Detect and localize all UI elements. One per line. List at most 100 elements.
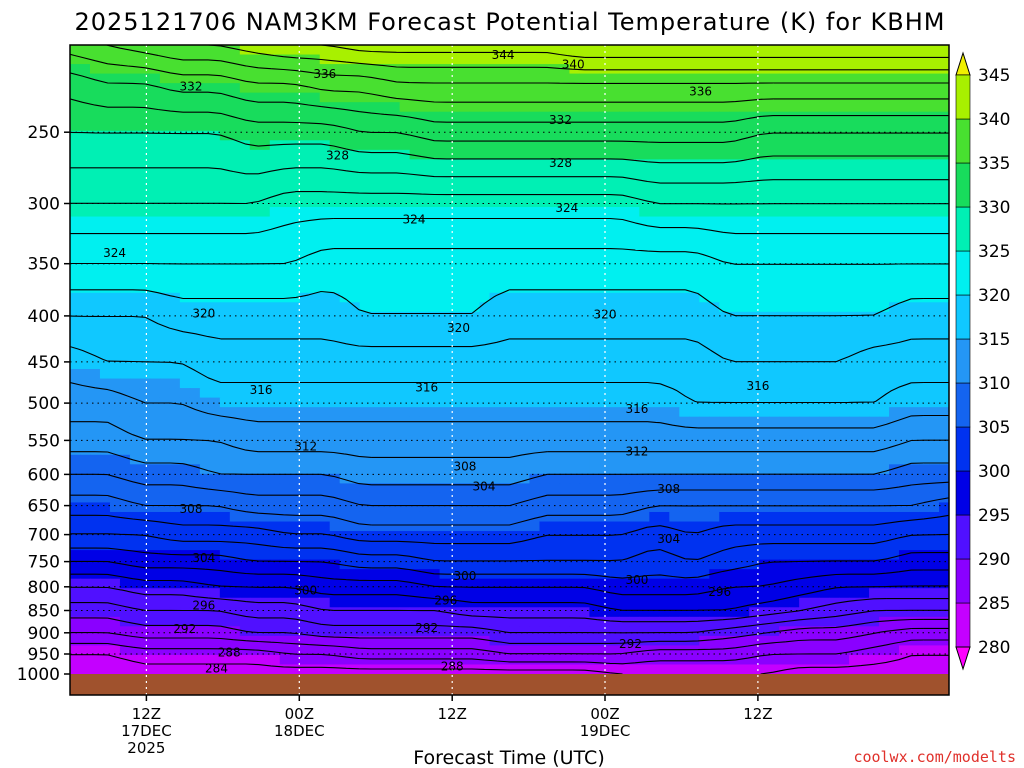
fill-cell bbox=[749, 378, 760, 389]
fill-cell bbox=[589, 502, 600, 513]
fill-cell bbox=[759, 454, 770, 465]
fill-cell bbox=[269, 388, 281, 399]
fill-cell bbox=[709, 121, 720, 132]
fill-cell bbox=[919, 445, 930, 456]
fill-cell bbox=[489, 45, 501, 56]
fill-cell bbox=[689, 245, 700, 256]
fill-cell bbox=[639, 321, 650, 332]
fill-cell bbox=[149, 502, 161, 513]
fill-cell bbox=[459, 397, 471, 408]
fill-cell bbox=[819, 130, 830, 141]
fill-cell bbox=[749, 550, 760, 561]
fill-cell bbox=[199, 178, 211, 189]
fill-cell bbox=[769, 140, 780, 151]
fill-cell bbox=[159, 578, 171, 589]
fill-cell bbox=[339, 168, 351, 180]
fill-cell bbox=[469, 531, 481, 542]
fill-cell bbox=[599, 207, 610, 218]
fill-cell bbox=[469, 130, 481, 141]
fill-cell bbox=[209, 330, 221, 342]
fill-cell bbox=[669, 321, 680, 332]
fill-cell bbox=[839, 445, 850, 456]
fill-cell bbox=[629, 559, 640, 570]
fill-cell bbox=[139, 168, 151, 180]
fill-cell bbox=[799, 216, 810, 227]
fill-cell bbox=[679, 435, 690, 446]
fill-cell bbox=[449, 130, 461, 141]
fill-cell bbox=[70, 121, 81, 132]
fill-cell bbox=[589, 559, 600, 570]
fill-cell bbox=[389, 569, 401, 580]
fill-cell bbox=[709, 359, 720, 370]
fill-cell bbox=[839, 159, 850, 170]
fill-cell bbox=[239, 102, 251, 113]
fill-cell bbox=[869, 130, 880, 141]
fill-cell bbox=[779, 130, 790, 141]
fill-cell bbox=[149, 254, 161, 265]
fill-cell bbox=[109, 207, 121, 218]
fill-cell bbox=[70, 140, 81, 151]
fill-cell bbox=[159, 559, 171, 570]
fill-cell bbox=[809, 521, 820, 532]
fill-cell bbox=[869, 226, 880, 237]
fill-cell bbox=[719, 302, 730, 313]
fill-cell bbox=[439, 273, 451, 284]
fill-cell bbox=[89, 388, 101, 399]
fill-cell bbox=[779, 473, 790, 484]
fill-cell bbox=[499, 178, 511, 189]
fill-cell bbox=[70, 159, 81, 170]
fill-cell bbox=[619, 349, 630, 361]
fill-cell bbox=[239, 130, 251, 141]
fill-cell bbox=[829, 254, 840, 265]
fill-cell bbox=[899, 540, 910, 551]
fill-cell bbox=[829, 416, 840, 427]
fill-cell bbox=[539, 359, 551, 370]
fill-cell bbox=[839, 149, 850, 160]
fill-cell bbox=[479, 92, 491, 103]
fill-cell bbox=[219, 492, 231, 504]
fill-cell bbox=[689, 283, 700, 294]
fill-cell bbox=[639, 511, 650, 523]
fill-cell bbox=[659, 464, 670, 475]
fill-cell bbox=[859, 45, 870, 56]
fill-cell bbox=[99, 216, 111, 227]
fill-cell bbox=[269, 550, 281, 561]
fill-cell bbox=[649, 445, 660, 456]
fill-cell bbox=[239, 197, 251, 208]
fill-cell bbox=[589, 216, 600, 227]
fill-cell bbox=[679, 569, 690, 580]
fill-cell bbox=[489, 502, 501, 513]
fill-cell bbox=[289, 492, 301, 504]
fill-cell bbox=[89, 159, 101, 170]
fill-cell bbox=[209, 149, 221, 160]
fill-cell bbox=[89, 149, 101, 160]
fill-cell bbox=[559, 388, 571, 399]
fill-cell bbox=[909, 521, 920, 532]
fill-cell bbox=[229, 273, 241, 284]
fill-cell bbox=[249, 264, 261, 275]
fill-cell bbox=[789, 73, 800, 84]
fill-cell bbox=[209, 464, 221, 475]
fill-cell bbox=[209, 340, 221, 351]
fill-cell bbox=[369, 264, 381, 275]
fill-cell bbox=[889, 464, 900, 475]
fill-cell bbox=[599, 559, 610, 570]
fill-cell bbox=[809, 64, 820, 75]
fill-cell bbox=[659, 578, 670, 589]
fill-cell bbox=[619, 64, 630, 75]
fill-cell bbox=[519, 349, 531, 361]
fill-cell bbox=[269, 578, 281, 589]
fill-cell bbox=[509, 473, 521, 484]
fill-cell bbox=[549, 245, 561, 256]
fill-cell bbox=[239, 378, 251, 389]
fill-cell bbox=[659, 302, 670, 313]
fill-cell bbox=[699, 235, 710, 246]
fill-cell bbox=[449, 435, 461, 446]
fill-cell bbox=[699, 54, 710, 65]
fill-cell bbox=[219, 235, 231, 246]
fill-cell bbox=[89, 531, 101, 542]
fill-cell bbox=[629, 292, 640, 303]
fill-cell bbox=[219, 521, 231, 532]
fill-cell bbox=[289, 559, 301, 570]
fill-cell bbox=[899, 416, 910, 427]
